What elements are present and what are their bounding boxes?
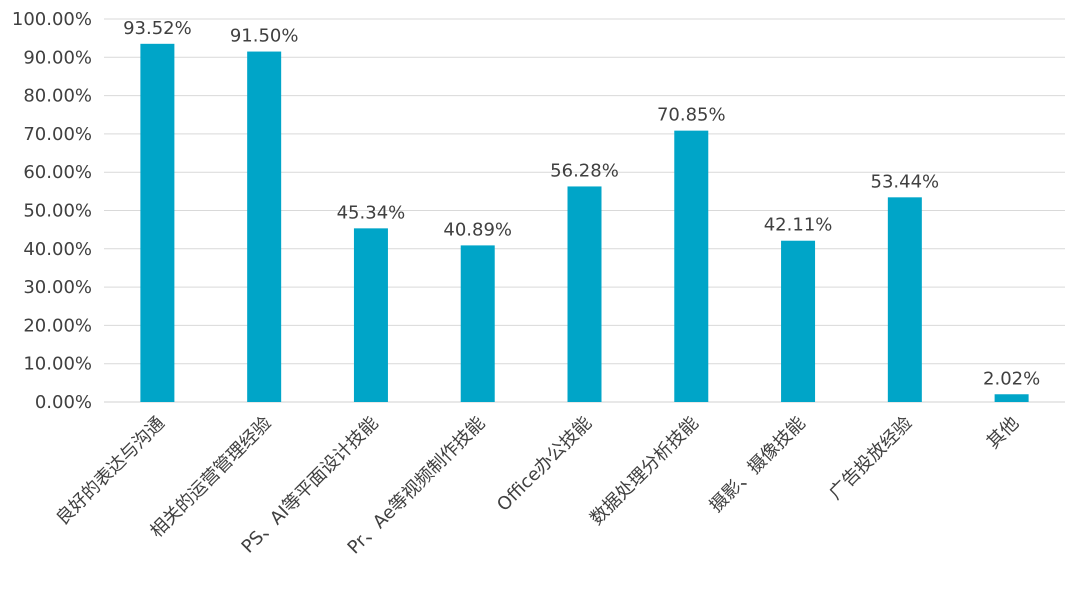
x-category-label: 广告投放经验 [825,413,916,504]
y-tick-label: 100.00% [12,9,92,30]
y-tick-label: 60.00% [23,162,92,183]
data-label: 70.85% [657,105,726,126]
x-category-label: 良好的表达与沟通 [52,413,169,530]
bars [140,43,1029,403]
x-axis-categories: 良好的表达与沟通相关的运营管理经验PS、AI等平面设计技能Pr、Ae等视频制作技… [52,413,1023,559]
y-tick-label: 0.00% [35,392,92,413]
data-label: 93.52% [123,18,192,39]
x-category-label: 数据处理分析技能 [586,413,703,530]
bar [247,51,282,403]
y-tick-label: 50.00% [23,201,92,222]
y-tick-label: 90.00% [23,47,92,68]
bar [887,197,922,402]
data-label: 53.44% [871,171,940,192]
bar [674,130,709,402]
bar [994,394,1029,402]
y-tick-label: 70.00% [23,124,92,145]
y-tick-label: 10.00% [23,354,92,375]
x-category-label: 摄影、摄像技能 [706,413,810,517]
bar [567,186,602,402]
y-tick-label: 20.00% [23,315,92,336]
data-labels: 93.52% 91.50% 45.34% 40.89% 56.28% 70.85% 42.1… [123,18,1040,389]
y-tick-label: 30.00% [23,277,92,298]
y-tick-label: 80.00% [23,86,92,107]
bar [140,43,175,403]
y-axis-ticks: 0.00% 10.00% 20.00% 30.00% 40.00% 50.00% 60.00… [12,9,92,413]
data-label: 91.50% [230,26,299,47]
y-tick-label: 40.00% [23,239,92,260]
x-category-label: 其他 [983,413,1023,453]
data-label: 42.11% [764,215,833,236]
x-category-label: Office办公技能 [493,413,596,516]
data-label: 56.28% [550,160,619,181]
bar [460,245,495,402]
data-label: 45.34% [337,202,406,223]
data-label: 2.02% [983,368,1040,389]
bar [353,228,388,402]
bar [781,240,816,402]
data-label: 40.89% [443,219,512,240]
